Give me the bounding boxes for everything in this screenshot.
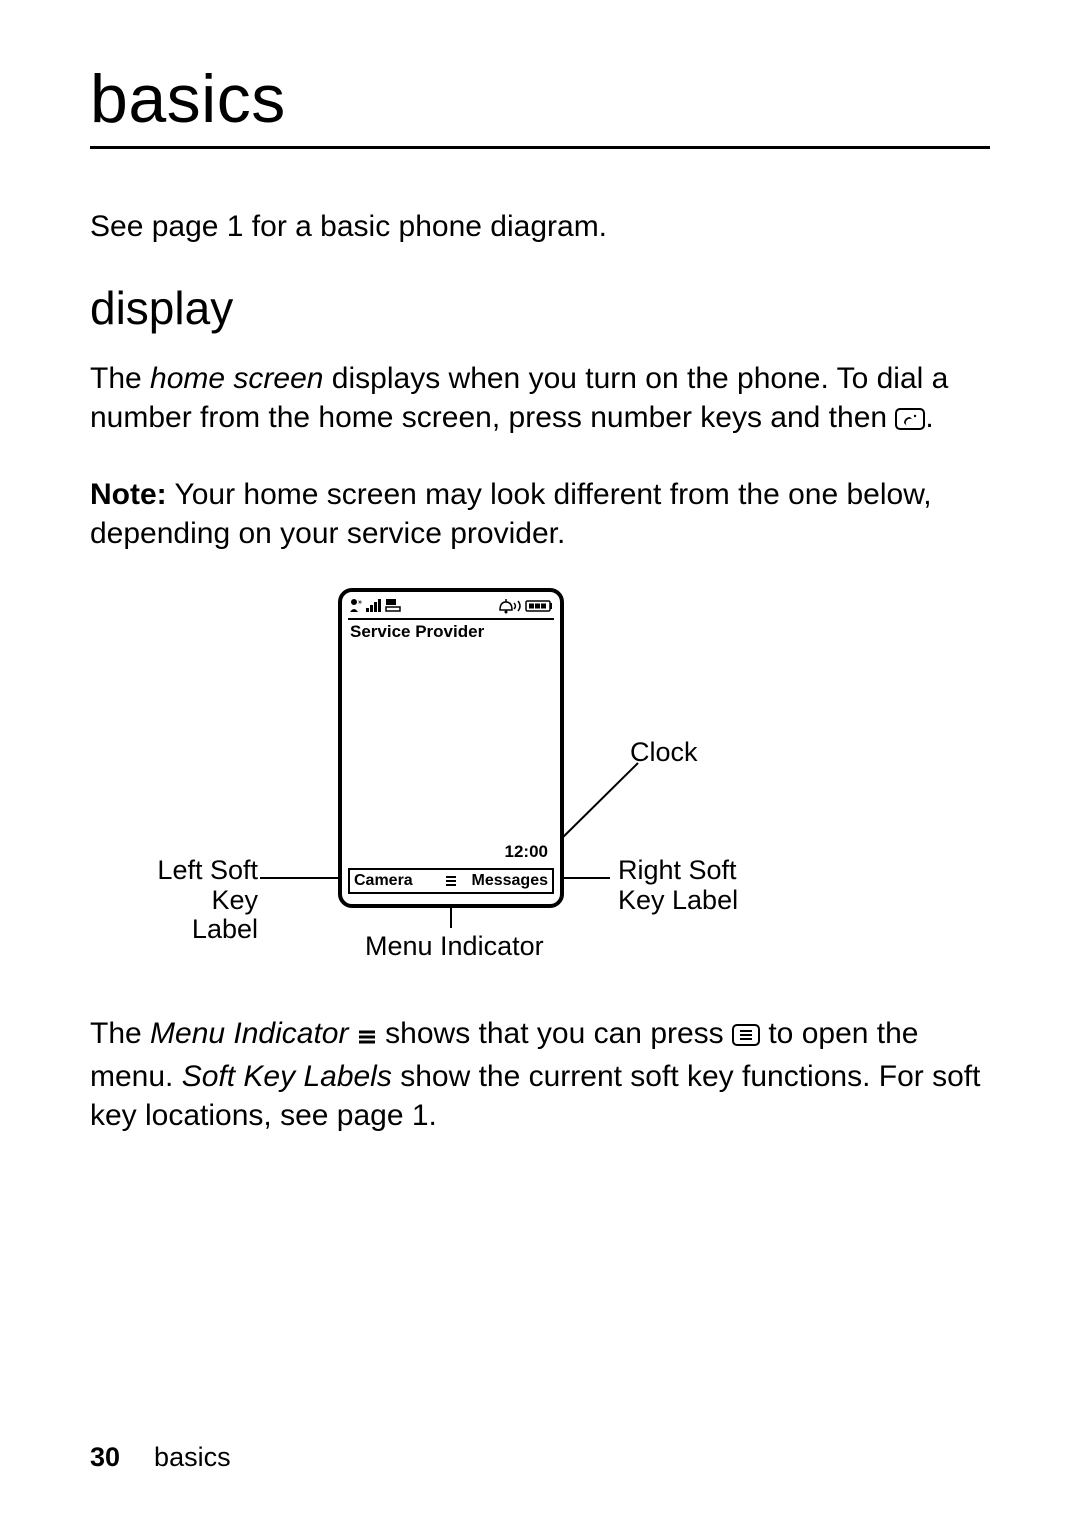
divider — [90, 146, 990, 149]
chapter-title: basics — [90, 60, 990, 138]
callout-menu-indicator: Menu Indicator — [365, 932, 544, 962]
page-number: 30 — [90, 1442, 120, 1472]
menu-indicator-icon — [445, 874, 457, 893]
phone-screen: » — [338, 588, 564, 908]
call-key-icon — [895, 401, 925, 441]
text: Right Soft — [618, 855, 737, 885]
menu-lines-icon — [357, 1017, 377, 1057]
paragraph-2: The Menu Indicator shows that you can pr… — [90, 1014, 990, 1136]
intro-paragraph: See page 1 for a basic phone diagram. — [90, 207, 990, 247]
text: Your home screen may look different from… — [90, 478, 932, 551]
footer-chapter: basics — [154, 1442, 231, 1472]
callout-left-softkey: Left Soft Key Label — [150, 856, 258, 945]
page: basics See page 1 for a basic phone diag… — [0, 0, 1080, 1521]
note-label: Note: — [90, 478, 167, 511]
home-screen-term: home screen — [150, 362, 323, 395]
page-footer: 30 basics — [90, 1442, 231, 1473]
section-title: display — [90, 281, 990, 335]
service-provider-label: Service Provider — [350, 622, 484, 642]
callout-right-softkey: Right Soft Key Label — [618, 856, 738, 915]
text: The — [90, 1017, 150, 1050]
text: The — [90, 362, 150, 395]
text: shows that you can press — [377, 1017, 732, 1050]
paragraph-1: The home screen displays when you turn o… — [90, 359, 990, 441]
status-bar: » — [348, 596, 554, 620]
home-screen-diagram: » — [90, 588, 990, 988]
status-right-icons — [494, 596, 554, 619]
softkey-row: Camera Messages — [348, 868, 554, 894]
status-left-icons: » — [348, 596, 408, 619]
svg-text:»: » — [358, 599, 362, 606]
note-paragraph: Note: Your home screen may look differen… — [90, 475, 990, 554]
soft-key-labels-term: Soft Key Labels — [182, 1060, 392, 1093]
clock-value: 12:00 — [505, 842, 548, 862]
text: Key Label — [618, 885, 738, 915]
left-softkey-label: Camera — [354, 872, 413, 890]
text: Left Soft — [157, 855, 258, 885]
text: . — [925, 401, 933, 434]
menu-key-icon — [732, 1017, 760, 1057]
callout-clock: Clock — [630, 738, 698, 768]
right-softkey-label: Messages — [472, 872, 549, 890]
menu-indicator-term: Menu Indicator — [150, 1017, 348, 1050]
text: Key Label — [192, 885, 258, 945]
text — [348, 1017, 356, 1050]
